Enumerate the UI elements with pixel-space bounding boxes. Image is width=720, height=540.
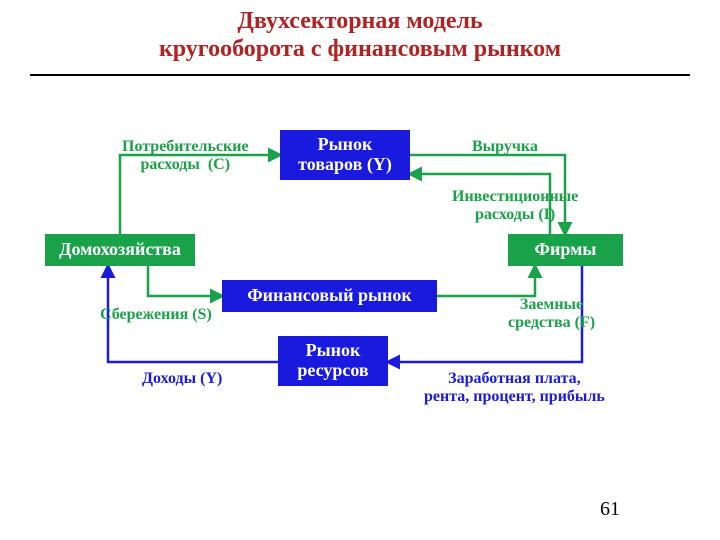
title-divider xyxy=(30,74,690,76)
firms-box: Фирмы xyxy=(508,234,623,266)
savings-label: Сбережения (S) xyxy=(100,306,212,324)
income-label: Доходы (Y) xyxy=(142,370,222,388)
goods-market-box: Рынок товаров (Y) xyxy=(280,130,410,180)
loans-label: Заемные средства (F) xyxy=(508,296,595,331)
wages-label: Заработная плата, рента, процент, прибыл… xyxy=(424,370,605,405)
resources-label: Рынок ресурсов xyxy=(297,341,368,381)
page-number: 61 xyxy=(600,498,620,521)
title-line1: Двухсекторная модель xyxy=(237,8,482,34)
resource-market-box: Рынок ресурсов xyxy=(278,336,388,386)
revenue-label: Выручка xyxy=(472,138,538,156)
flow-arrows xyxy=(0,0,720,540)
households-label: Домохозяйства xyxy=(59,240,181,260)
diagram-stage: Двухсекторная модель кругооборота с фина… xyxy=(0,0,720,540)
households-box: Домохозяйства xyxy=(45,234,195,266)
title-line2: кругооборота с финансовым рынком xyxy=(159,36,561,62)
goods-market-label: Рынок товаров (Y) xyxy=(298,135,392,175)
financial-label: Финансовый рынок xyxy=(247,286,412,306)
diagram-title: Двухсекторная модель кругооборота с фина… xyxy=(0,8,720,63)
consumption-label: Потребительские расходы (С) xyxy=(122,138,249,173)
firms-label: Фирмы xyxy=(535,240,597,260)
investment-label: Инвестиционные расходы (I) xyxy=(452,188,578,223)
financial-market-box: Финансовый рынок xyxy=(222,280,437,312)
